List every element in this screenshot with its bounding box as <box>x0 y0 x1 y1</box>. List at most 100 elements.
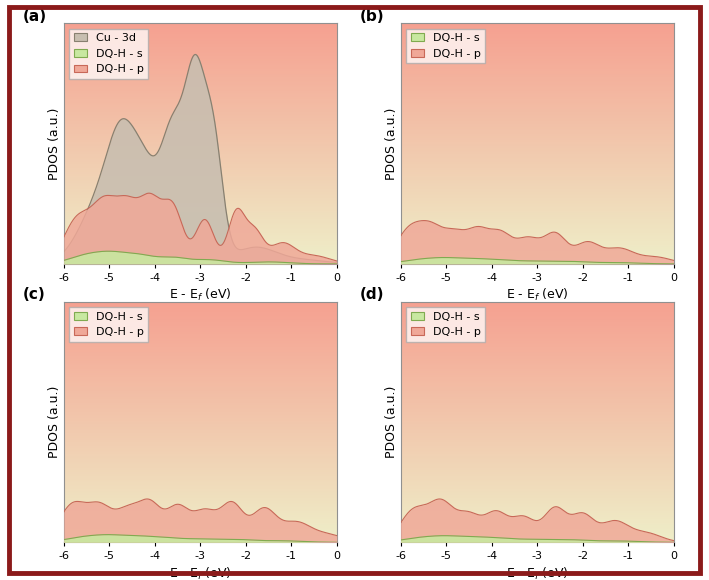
Bar <box>401 58 674 59</box>
Bar <box>64 475 337 476</box>
Bar <box>64 162 337 163</box>
Bar <box>64 130 337 132</box>
Bar <box>401 229 674 230</box>
Bar <box>401 409 674 410</box>
Bar <box>401 422 674 423</box>
Bar <box>401 361 674 362</box>
Bar <box>64 94 337 96</box>
Bar <box>64 387 337 388</box>
Bar <box>64 148 337 150</box>
Bar <box>401 467 674 469</box>
Bar <box>64 525 337 527</box>
Bar <box>401 26 674 27</box>
Bar <box>64 386 337 387</box>
Bar <box>401 94 674 96</box>
Bar <box>64 383 337 385</box>
Bar <box>401 364 674 365</box>
Bar <box>64 493 337 494</box>
Bar <box>64 218 337 219</box>
Bar <box>64 519 337 520</box>
Bar <box>401 134 674 135</box>
Bar <box>401 60 674 61</box>
Bar <box>401 458 674 459</box>
Bar <box>64 521 337 522</box>
Bar <box>401 476 674 477</box>
Bar <box>64 187 337 188</box>
Bar <box>401 494 674 495</box>
Bar <box>401 253 674 254</box>
Bar <box>401 536 674 538</box>
Bar <box>64 117 337 118</box>
Bar <box>64 125 337 126</box>
Bar <box>64 152 337 153</box>
Bar <box>401 129 674 130</box>
Bar <box>64 181 337 182</box>
Bar <box>401 321 674 322</box>
Bar <box>64 34 337 35</box>
Bar <box>401 420 674 422</box>
Bar <box>401 204 674 205</box>
Bar <box>401 165 674 166</box>
Bar <box>64 35 337 37</box>
Bar <box>401 161 674 162</box>
Bar <box>64 347 337 349</box>
Bar <box>401 201 674 202</box>
Bar <box>401 186 674 187</box>
Bar <box>64 220 337 222</box>
Bar <box>401 318 674 320</box>
Bar <box>401 347 674 349</box>
Bar <box>401 223 674 224</box>
Bar <box>401 117 674 118</box>
Legend: DQ-H - s, DQ-H - p: DQ-H - s, DQ-H - p <box>406 307 485 342</box>
Bar <box>64 520 337 521</box>
Bar <box>64 414 337 415</box>
Bar <box>401 472 674 473</box>
Bar <box>401 447 674 448</box>
Bar <box>401 125 674 126</box>
Bar <box>401 313 674 314</box>
Bar <box>64 365 337 367</box>
Bar <box>64 118 337 119</box>
Bar <box>401 61 674 63</box>
Bar <box>401 528 674 529</box>
Bar <box>64 341 337 343</box>
Bar <box>64 201 337 202</box>
Bar <box>401 205 674 206</box>
Bar <box>64 253 337 254</box>
Bar <box>401 500 674 501</box>
Bar <box>401 187 674 188</box>
Bar <box>401 139 674 140</box>
Text: (b): (b) <box>359 9 384 24</box>
Bar <box>401 331 674 332</box>
Bar <box>401 427 674 428</box>
Bar <box>401 302 674 303</box>
Bar <box>64 40 337 41</box>
Bar <box>401 38 674 39</box>
Bar <box>401 251 674 252</box>
Bar <box>64 37 337 38</box>
Bar <box>64 188 337 189</box>
Bar <box>64 510 337 511</box>
Bar <box>64 164 337 165</box>
Bar <box>401 85 674 86</box>
Bar <box>401 222 674 223</box>
Bar <box>64 219 337 220</box>
Bar <box>64 430 337 432</box>
Bar <box>401 70 674 71</box>
Bar <box>64 88 337 89</box>
Bar <box>64 350 337 351</box>
Bar <box>64 29 337 30</box>
Bar <box>64 419 337 420</box>
Bar <box>64 541 337 542</box>
Bar <box>64 425 337 426</box>
Bar <box>401 333 674 334</box>
Bar <box>64 249 337 251</box>
Bar <box>401 524 674 525</box>
Bar <box>64 206 337 207</box>
Bar <box>64 77 337 78</box>
Bar <box>64 490 337 491</box>
Bar <box>64 55 337 56</box>
Bar <box>64 210 337 211</box>
Bar <box>64 501 337 503</box>
X-axis label: E - E$_f$ (eV): E - E$_f$ (eV) <box>506 566 569 580</box>
